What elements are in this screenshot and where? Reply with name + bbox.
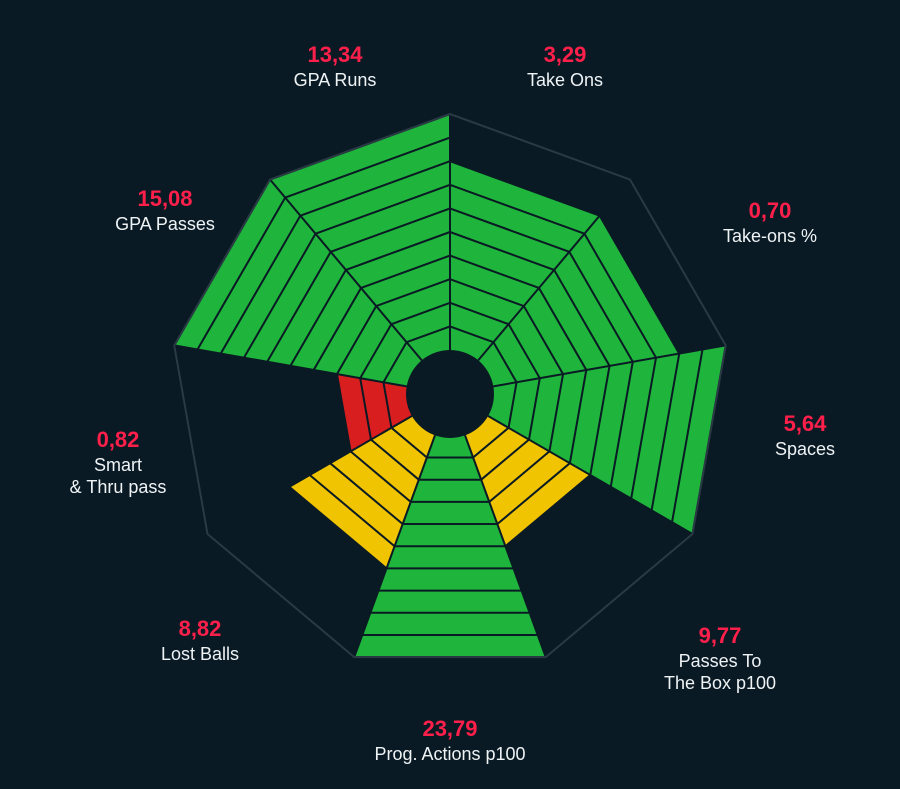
radar-chart (0, 0, 900, 789)
radar-chart-container: 3,29Take Ons0,70Take-ons %5,64Spaces9,77… (0, 0, 900, 789)
